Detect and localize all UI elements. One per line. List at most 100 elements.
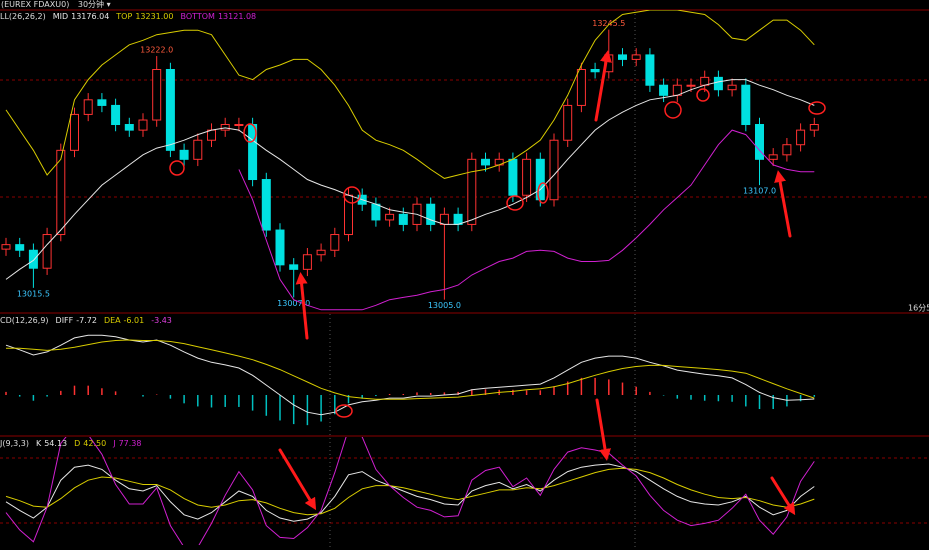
candle-body — [618, 54, 627, 60]
low-label: 13005.0 — [428, 301, 461, 310]
legend-name: DIFF — [56, 316, 74, 325]
candle-body — [508, 158, 518, 196]
indicator-line — [5, 463, 815, 522]
candle-body — [138, 119, 148, 131]
candle-body — [398, 213, 408, 225]
candle-body — [796, 129, 806, 146]
highlight-circle — [335, 404, 353, 418]
legend-value: 42.50 — [83, 439, 106, 448]
candle-body — [111, 104, 121, 126]
high-label: 13222.0 — [140, 46, 173, 55]
candle-body — [28, 249, 38, 269]
candle-body — [371, 203, 381, 221]
candle-body — [124, 124, 134, 131]
high-label: 13245.5 — [592, 19, 625, 28]
highlight-circle — [696, 88, 710, 102]
candle-body — [83, 99, 93, 115]
candle-body — [659, 84, 669, 96]
candle-body — [220, 124, 230, 131]
candle-body — [316, 249, 326, 256]
candle-body — [234, 124, 244, 127]
macd-panel — [5, 334, 816, 426]
legend-name: K — [36, 439, 42, 448]
candle-body — [522, 158, 532, 196]
legend-name: J — [112, 439, 115, 448]
period-caret[interactable]: ▾ — [107, 0, 111, 9]
candle-body — [563, 104, 573, 141]
panel-header: LL(26,26,2) MID 13176.04 TOP 13231.00 BOTTOM 1… — [0, 12, 256, 21]
highlight-circle — [664, 101, 682, 119]
instrument: (EUREX FDAXU0) — [1, 0, 69, 9]
price-panel: 13015.5 13222.0 13007.0 13005.0 13245.5 13107… — [1, 10, 819, 311]
low-label: 13107.0 — [743, 187, 776, 196]
indicator-line — [5, 334, 815, 416]
low-label: 13007.0 — [277, 299, 310, 308]
candle-body — [70, 113, 79, 151]
candle-body — [481, 158, 490, 166]
low-label: 13015.5 — [17, 289, 50, 298]
legend-name: MID — [53, 12, 68, 21]
candle-body — [207, 129, 216, 141]
highlight-circle — [506, 195, 524, 211]
arrow — [594, 50, 612, 122]
instrument-header: (EUREX FDAXU0) 30分钟 ▾ — [1, 0, 111, 9]
indicator-title: J(9,3,3) — [0, 439, 29, 448]
candle-body — [467, 158, 477, 225]
legend-name: D — [74, 439, 80, 448]
candle-body — [631, 54, 641, 60]
frame — [0, 9, 929, 550]
highlight-circle — [343, 186, 361, 204]
candle-body — [755, 124, 764, 160]
legend-value: -7.72 — [76, 316, 97, 325]
indicator-title: CD(12,26,9) — [0, 316, 49, 325]
legend-value: 13231.00 — [135, 12, 173, 21]
candle-body — [275, 229, 285, 266]
kdj-panel — [5, 437, 815, 545]
arrow — [774, 170, 792, 238]
candle-body — [590, 69, 600, 73]
highlight-circle — [243, 123, 257, 143]
period[interactable]: 30分钟 — [78, 0, 104, 9]
legend-name: TOP — [115, 12, 132, 21]
indicator-line — [5, 467, 815, 516]
legend-value: 54.13 — [44, 439, 67, 448]
arrow — [278, 448, 317, 511]
legend-name: DEA — [104, 316, 121, 325]
candle-body — [809, 124, 819, 131]
candle-body — [344, 194, 353, 236]
candle-body — [261, 179, 271, 231]
arrow — [595, 398, 611, 461]
indicator-line — [5, 10, 815, 179]
candle-body — [15, 244, 25, 251]
indicator-line — [5, 437, 815, 545]
candle-body — [302, 254, 312, 270]
candle-body — [97, 99, 107, 106]
candle-body — [686, 84, 696, 87]
panel-header: J(9,3,3) K 54.13 D 42.50 J 77.38 — [0, 439, 141, 448]
legend-value: 77.38 — [119, 439, 142, 448]
candle-body — [727, 84, 737, 91]
time-tag: 16分5 — [908, 304, 929, 313]
candle-body — [713, 76, 723, 91]
indicator-line — [6, 339, 815, 400]
candle-body — [782, 144, 792, 156]
candle-body — [768, 154, 778, 160]
candle-body — [453, 213, 463, 225]
candle-body — [193, 139, 203, 160]
candle-body — [645, 54, 655, 86]
highlight-circle — [808, 101, 826, 115]
indicator-line — [5, 79, 815, 280]
candle-body — [330, 234, 340, 251]
legend-value: 13176.04 — [71, 12, 109, 21]
arrow — [295, 272, 309, 340]
candle-body — [1, 244, 11, 250]
candle-body — [426, 203, 436, 225]
candle-body — [42, 234, 52, 269]
candle-body — [549, 139, 559, 201]
panel-header: CD(12,26,9) DIFF -7.72 DEA -6.01 -3.43 — [0, 316, 172, 325]
candle-body — [56, 149, 66, 236]
arrow — [770, 476, 796, 516]
indicator-title: LL(26,26,2) — [0, 12, 46, 21]
